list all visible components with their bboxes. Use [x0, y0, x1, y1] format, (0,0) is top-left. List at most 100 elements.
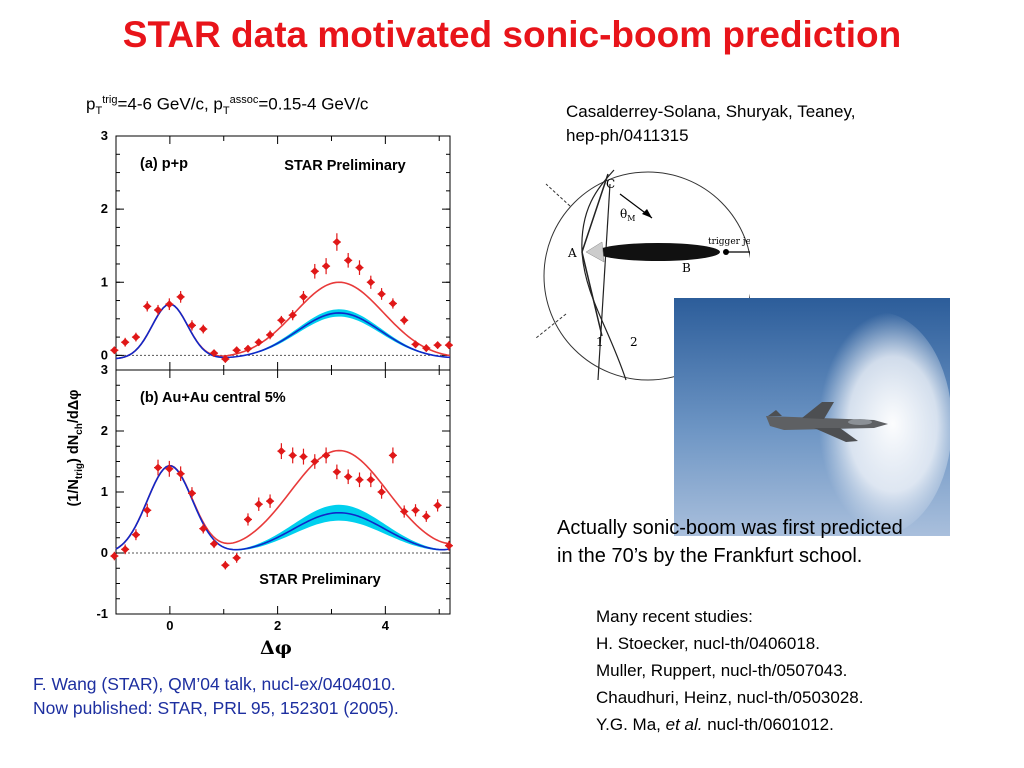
data-point — [243, 344, 252, 353]
study-item: H. Stoecker, nucl-th/0406018. — [596, 634, 820, 653]
data-point — [411, 506, 420, 515]
data-point — [344, 256, 353, 265]
data-point — [176, 469, 185, 478]
y-tick-label: 0 — [101, 347, 108, 362]
citation-line: F. Wang (STAR), QM’04 talk, nucl-ex/0404… — [33, 674, 396, 694]
study-item: Y.G. Ma, et al. nucl-th/0601012. — [596, 711, 863, 738]
note-line: in the 70’s by the Frankfurt school. — [557, 545, 863, 567]
kin-sup1: trig — [102, 94, 118, 106]
sonic-boom-photo — [674, 298, 950, 536]
data-point — [411, 340, 420, 349]
data-point — [288, 311, 297, 320]
y-tick-label: 3 — [101, 362, 108, 377]
data-point — [131, 530, 140, 539]
study-item-em: et al. — [665, 715, 703, 734]
theta-symbol: θ — [620, 207, 627, 221]
study-item: Muller, Ruppert, nucl-th/0507043. — [596, 661, 848, 680]
data-point — [332, 238, 341, 247]
data-point — [154, 463, 163, 472]
shock-front-upper — [581, 173, 609, 253]
panel-auau: -1 0 1 2 3 0 2 4 (b) Au+Au central 5% STAR Prelim… — [96, 362, 453, 633]
x-tick-label: 4 — [382, 618, 390, 633]
theta-label: θM — [620, 207, 635, 223]
y-tick-label: 2 — [101, 423, 108, 438]
data-point — [377, 289, 386, 298]
data-point — [277, 316, 286, 325]
kin-p1: p — [86, 94, 96, 114]
kin-sub1: T — [95, 105, 103, 118]
cone-line-1 — [597, 183, 611, 381]
data-point — [422, 512, 431, 521]
theta-sub: M — [627, 214, 635, 223]
citation-text: F. Wang (STAR), QM’04 talk, nucl-ex/0404… — [33, 672, 399, 720]
data-point — [355, 263, 364, 272]
x-axis-label: Δφ — [260, 637, 292, 659]
jet-head — [723, 249, 729, 255]
x-tick-label: 0 — [166, 618, 173, 633]
panel-label: (a) p+p — [140, 156, 188, 172]
preliminary-label: STAR Preliminary — [259, 572, 380, 588]
model-band — [116, 304, 450, 359]
data-point — [422, 344, 431, 353]
trigger-jet-label: trigger jet — [708, 237, 750, 247]
mach-cone-diagram: C θM trigger jet A B 1 2 — [535, 169, 750, 381]
studies-list: Many recent studies: H. Stoecker, nucl-t… — [596, 603, 863, 738]
data-point — [221, 561, 230, 570]
data-point — [110, 346, 119, 355]
data-point — [154, 306, 163, 315]
diagram-circle — [543, 171, 750, 381]
y-tick-label: 2 — [101, 201, 108, 216]
data-point — [299, 452, 308, 461]
y-tick-label: 3 — [101, 128, 108, 143]
study-item-b: nucl-th/0601012. — [702, 715, 834, 734]
panel-label: (b) Au+Au central 5% — [140, 390, 286, 406]
data-point — [277, 447, 286, 456]
data-point — [433, 501, 442, 510]
data-point — [243, 515, 252, 524]
data-point — [444, 541, 453, 550]
data-point — [310, 457, 319, 466]
data-point — [332, 467, 341, 476]
data-point — [288, 451, 297, 460]
reference-line: Casalderrey-Solana, Shuryak, Teaney, — [566, 102, 856, 121]
jet-tail — [585, 241, 605, 263]
y-label-c: /dΔφ — [66, 389, 82, 423]
data-point — [121, 338, 130, 347]
data-point — [232, 553, 241, 562]
data-point — [176, 292, 185, 301]
jet-body — [596, 243, 720, 261]
note-line: Actually sonic-boom was first predicted — [557, 517, 903, 539]
data-point — [221, 355, 230, 364]
data-point — [210, 349, 219, 358]
data-point — [377, 488, 386, 496]
label-2: 2 — [630, 335, 638, 349]
label-a: A — [567, 246, 577, 260]
data-point — [400, 507, 409, 516]
jet-aircraft — [766, 402, 888, 442]
label-b: B — [682, 261, 691, 275]
data-point — [444, 341, 453, 350]
dashed-arrow-up — [545, 183, 571, 207]
dashed-arrow-down — [535, 313, 567, 339]
reference-text: Casalderrey-Solana, Shuryak, Teaney, hep… — [566, 100, 986, 148]
theta-arrowhead — [642, 209, 652, 218]
data-point — [388, 451, 397, 460]
reference-line: hep-ph/0411315 — [566, 126, 689, 145]
studies-heading: Many recent studies: — [596, 607, 753, 626]
y-axis-label: (1/Ntrig) dNch/dΔφ — [66, 389, 85, 506]
cone-arc-c — [581, 169, 615, 253]
preliminary-label: STAR Preliminary — [284, 158, 405, 174]
data-point — [254, 338, 263, 347]
data-point — [232, 346, 241, 355]
data-point — [187, 321, 196, 330]
data-point — [322, 262, 331, 271]
data-point — [143, 302, 152, 311]
data-point — [131, 333, 140, 342]
data-point — [344, 472, 353, 481]
slide-title: STAR data motivated sonic-boom predictio… — [122, 14, 902, 55]
blue-model-curve — [115, 303, 451, 360]
data-point — [266, 497, 275, 506]
study-item-a: Y.G. Ma, — [596, 715, 666, 734]
data-point — [143, 506, 152, 515]
data-point — [199, 325, 208, 334]
